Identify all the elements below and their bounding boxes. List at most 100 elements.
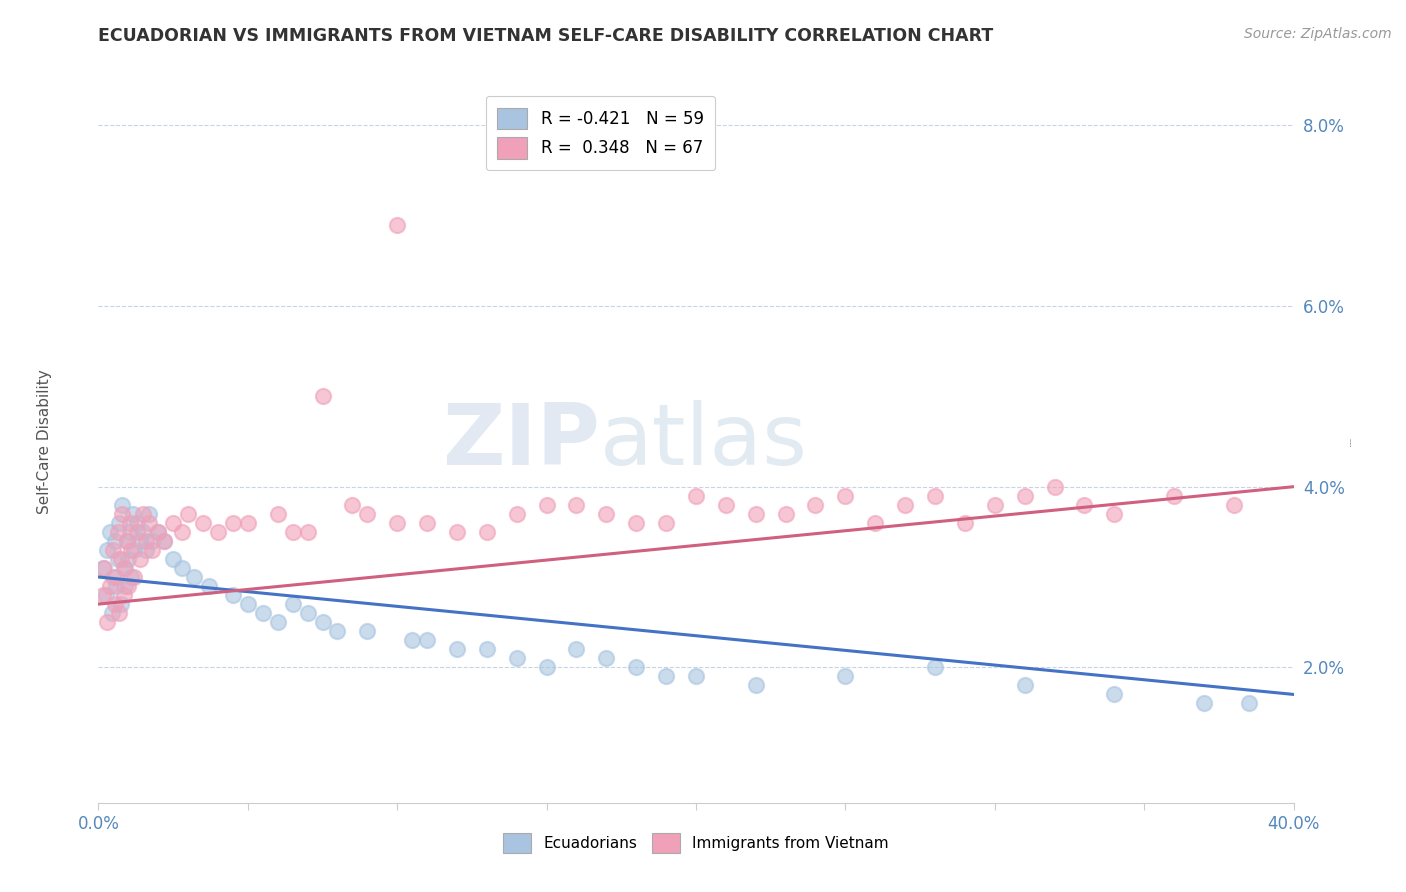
Point <box>416 516 439 530</box>
Point <box>104 533 127 548</box>
Point <box>655 516 678 530</box>
Point <box>236 516 259 530</box>
Point <box>536 498 558 512</box>
Point <box>105 579 128 593</box>
Point <box>132 524 155 539</box>
Text: atlas: atlas <box>600 400 808 483</box>
Point <box>252 606 274 620</box>
Point <box>894 498 917 512</box>
Point <box>446 524 468 539</box>
Point <box>745 507 768 521</box>
Point <box>685 489 707 503</box>
Point <box>297 606 319 620</box>
Point <box>93 561 115 575</box>
Point <box>311 615 333 630</box>
Point <box>118 516 141 530</box>
Point <box>183 570 205 584</box>
Point <box>281 597 304 611</box>
Point <box>120 570 142 584</box>
Point <box>141 542 163 557</box>
Point <box>356 507 378 521</box>
Point <box>117 579 139 593</box>
Point <box>135 533 157 548</box>
Point <box>207 524 229 539</box>
Point <box>141 533 163 548</box>
Point <box>98 579 122 593</box>
Point <box>222 588 245 602</box>
Point <box>135 542 157 557</box>
Text: Self-Care Disability: Self-Care Disability <box>37 369 52 514</box>
Point <box>110 552 132 566</box>
Point <box>626 516 648 530</box>
Point <box>110 597 132 611</box>
Point <box>94 588 117 602</box>
Point <box>198 579 221 593</box>
Point <box>107 524 129 539</box>
Point <box>91 588 114 602</box>
Point <box>565 498 588 512</box>
Point <box>108 606 131 620</box>
Point <box>714 498 737 512</box>
Point <box>148 524 170 539</box>
Point <box>177 507 200 521</box>
Point <box>105 570 128 584</box>
Point <box>162 552 184 566</box>
Point <box>120 542 142 557</box>
Point <box>172 524 194 539</box>
Point <box>804 498 827 512</box>
Point <box>834 489 856 503</box>
Point <box>745 678 768 692</box>
Point <box>1043 480 1066 494</box>
Point <box>267 507 290 521</box>
Point <box>834 669 856 683</box>
Point <box>953 516 976 530</box>
Point <box>121 507 143 521</box>
Text: ZIP: ZIP <box>443 400 600 483</box>
Point <box>565 642 588 657</box>
Point <box>111 498 134 512</box>
Point <box>138 516 160 530</box>
Point <box>297 524 319 539</box>
Point <box>98 524 122 539</box>
Point <box>1163 489 1185 503</box>
Point <box>595 507 617 521</box>
Point <box>129 552 152 566</box>
Point <box>1073 498 1095 512</box>
Point <box>236 597 259 611</box>
Point <box>103 542 125 557</box>
Point <box>267 615 290 630</box>
Point <box>595 651 617 665</box>
Point <box>103 570 125 584</box>
Point <box>153 533 176 548</box>
Point <box>1014 489 1036 503</box>
Point <box>1014 678 1036 692</box>
Point <box>96 615 118 630</box>
Point <box>111 507 134 521</box>
Point <box>536 660 558 674</box>
Point <box>685 669 707 683</box>
Point <box>655 669 678 683</box>
Point <box>104 597 127 611</box>
Point <box>401 633 423 648</box>
Point <box>124 542 146 557</box>
Text: Source: ZipAtlas.com: Source: ZipAtlas.com <box>1244 27 1392 41</box>
Point <box>865 516 887 530</box>
Point <box>416 633 439 648</box>
Point <box>984 498 1007 512</box>
Point <box>924 660 946 674</box>
Point <box>172 561 194 575</box>
Point <box>1223 498 1246 512</box>
Point <box>138 507 160 521</box>
Point <box>506 507 529 521</box>
Point <box>115 533 138 548</box>
Point <box>475 524 498 539</box>
Point <box>127 524 149 539</box>
Point <box>626 660 648 674</box>
Point <box>342 498 364 512</box>
Point <box>112 588 135 602</box>
Point <box>118 524 141 539</box>
Point <box>1237 697 1260 711</box>
Point <box>153 533 176 548</box>
Point <box>1104 507 1126 521</box>
Legend: Ecuadorians, Immigrants from Vietnam: Ecuadorians, Immigrants from Vietnam <box>496 825 896 860</box>
